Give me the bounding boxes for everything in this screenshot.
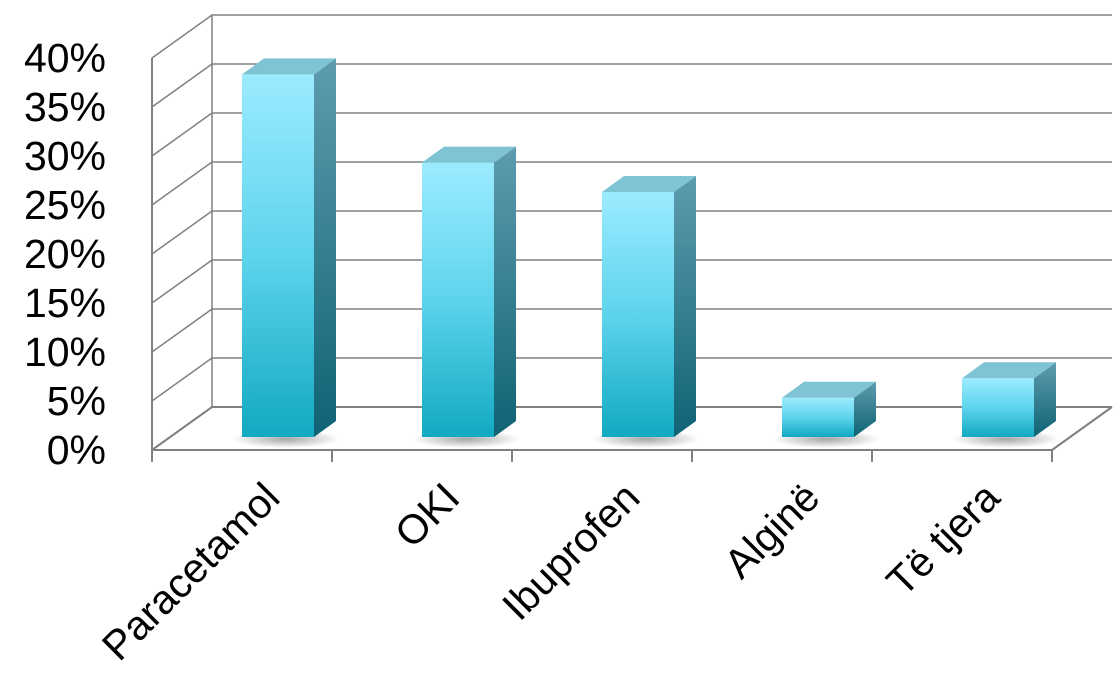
y-tick-label: 15% xyxy=(24,280,106,326)
x-tick-label: Paracetamol xyxy=(93,474,288,669)
bar-front xyxy=(782,397,854,437)
bar-front xyxy=(422,162,494,437)
bar-front xyxy=(962,378,1034,437)
x-tick-label: Ibuprofen xyxy=(493,474,648,629)
bar xyxy=(412,146,520,448)
y-tick-label: 0% xyxy=(47,427,106,473)
y-tick-label: 20% xyxy=(24,231,106,277)
bar-side xyxy=(314,58,336,438)
x-tick-label: Të tjera xyxy=(878,474,1009,605)
floor-edge xyxy=(1051,406,1113,451)
bar-side xyxy=(1034,362,1056,437)
bar xyxy=(772,381,880,448)
bar-top xyxy=(602,176,696,192)
bars xyxy=(232,58,1060,448)
y-tick-label: 25% xyxy=(24,182,106,228)
y-tick-label: 30% xyxy=(24,133,106,179)
bar xyxy=(592,176,700,448)
bar xyxy=(952,362,1060,448)
bar xyxy=(232,58,340,448)
x-tick-label: Alginë xyxy=(715,474,828,587)
bar-top xyxy=(422,146,516,163)
bar-side xyxy=(674,176,696,437)
x-tick-label: OKI xyxy=(386,474,468,556)
tick-labels: 0%5%10%15%20%25%30%35%40% Paracetamol OKI I… xyxy=(24,35,1009,669)
bar-front xyxy=(602,192,674,437)
y-tick-label: 5% xyxy=(47,378,106,424)
y-tick-label: 35% xyxy=(24,84,106,130)
bar-top xyxy=(782,381,876,398)
axes xyxy=(151,15,1113,462)
bar-side xyxy=(854,381,876,437)
gridline xyxy=(151,14,1112,59)
bar-top xyxy=(962,362,1056,379)
bar-top xyxy=(242,58,336,75)
y-tick-label: 10% xyxy=(24,329,106,375)
bar-front xyxy=(242,74,314,438)
y-tick-label: 40% xyxy=(24,35,106,81)
bar-side xyxy=(494,146,516,437)
